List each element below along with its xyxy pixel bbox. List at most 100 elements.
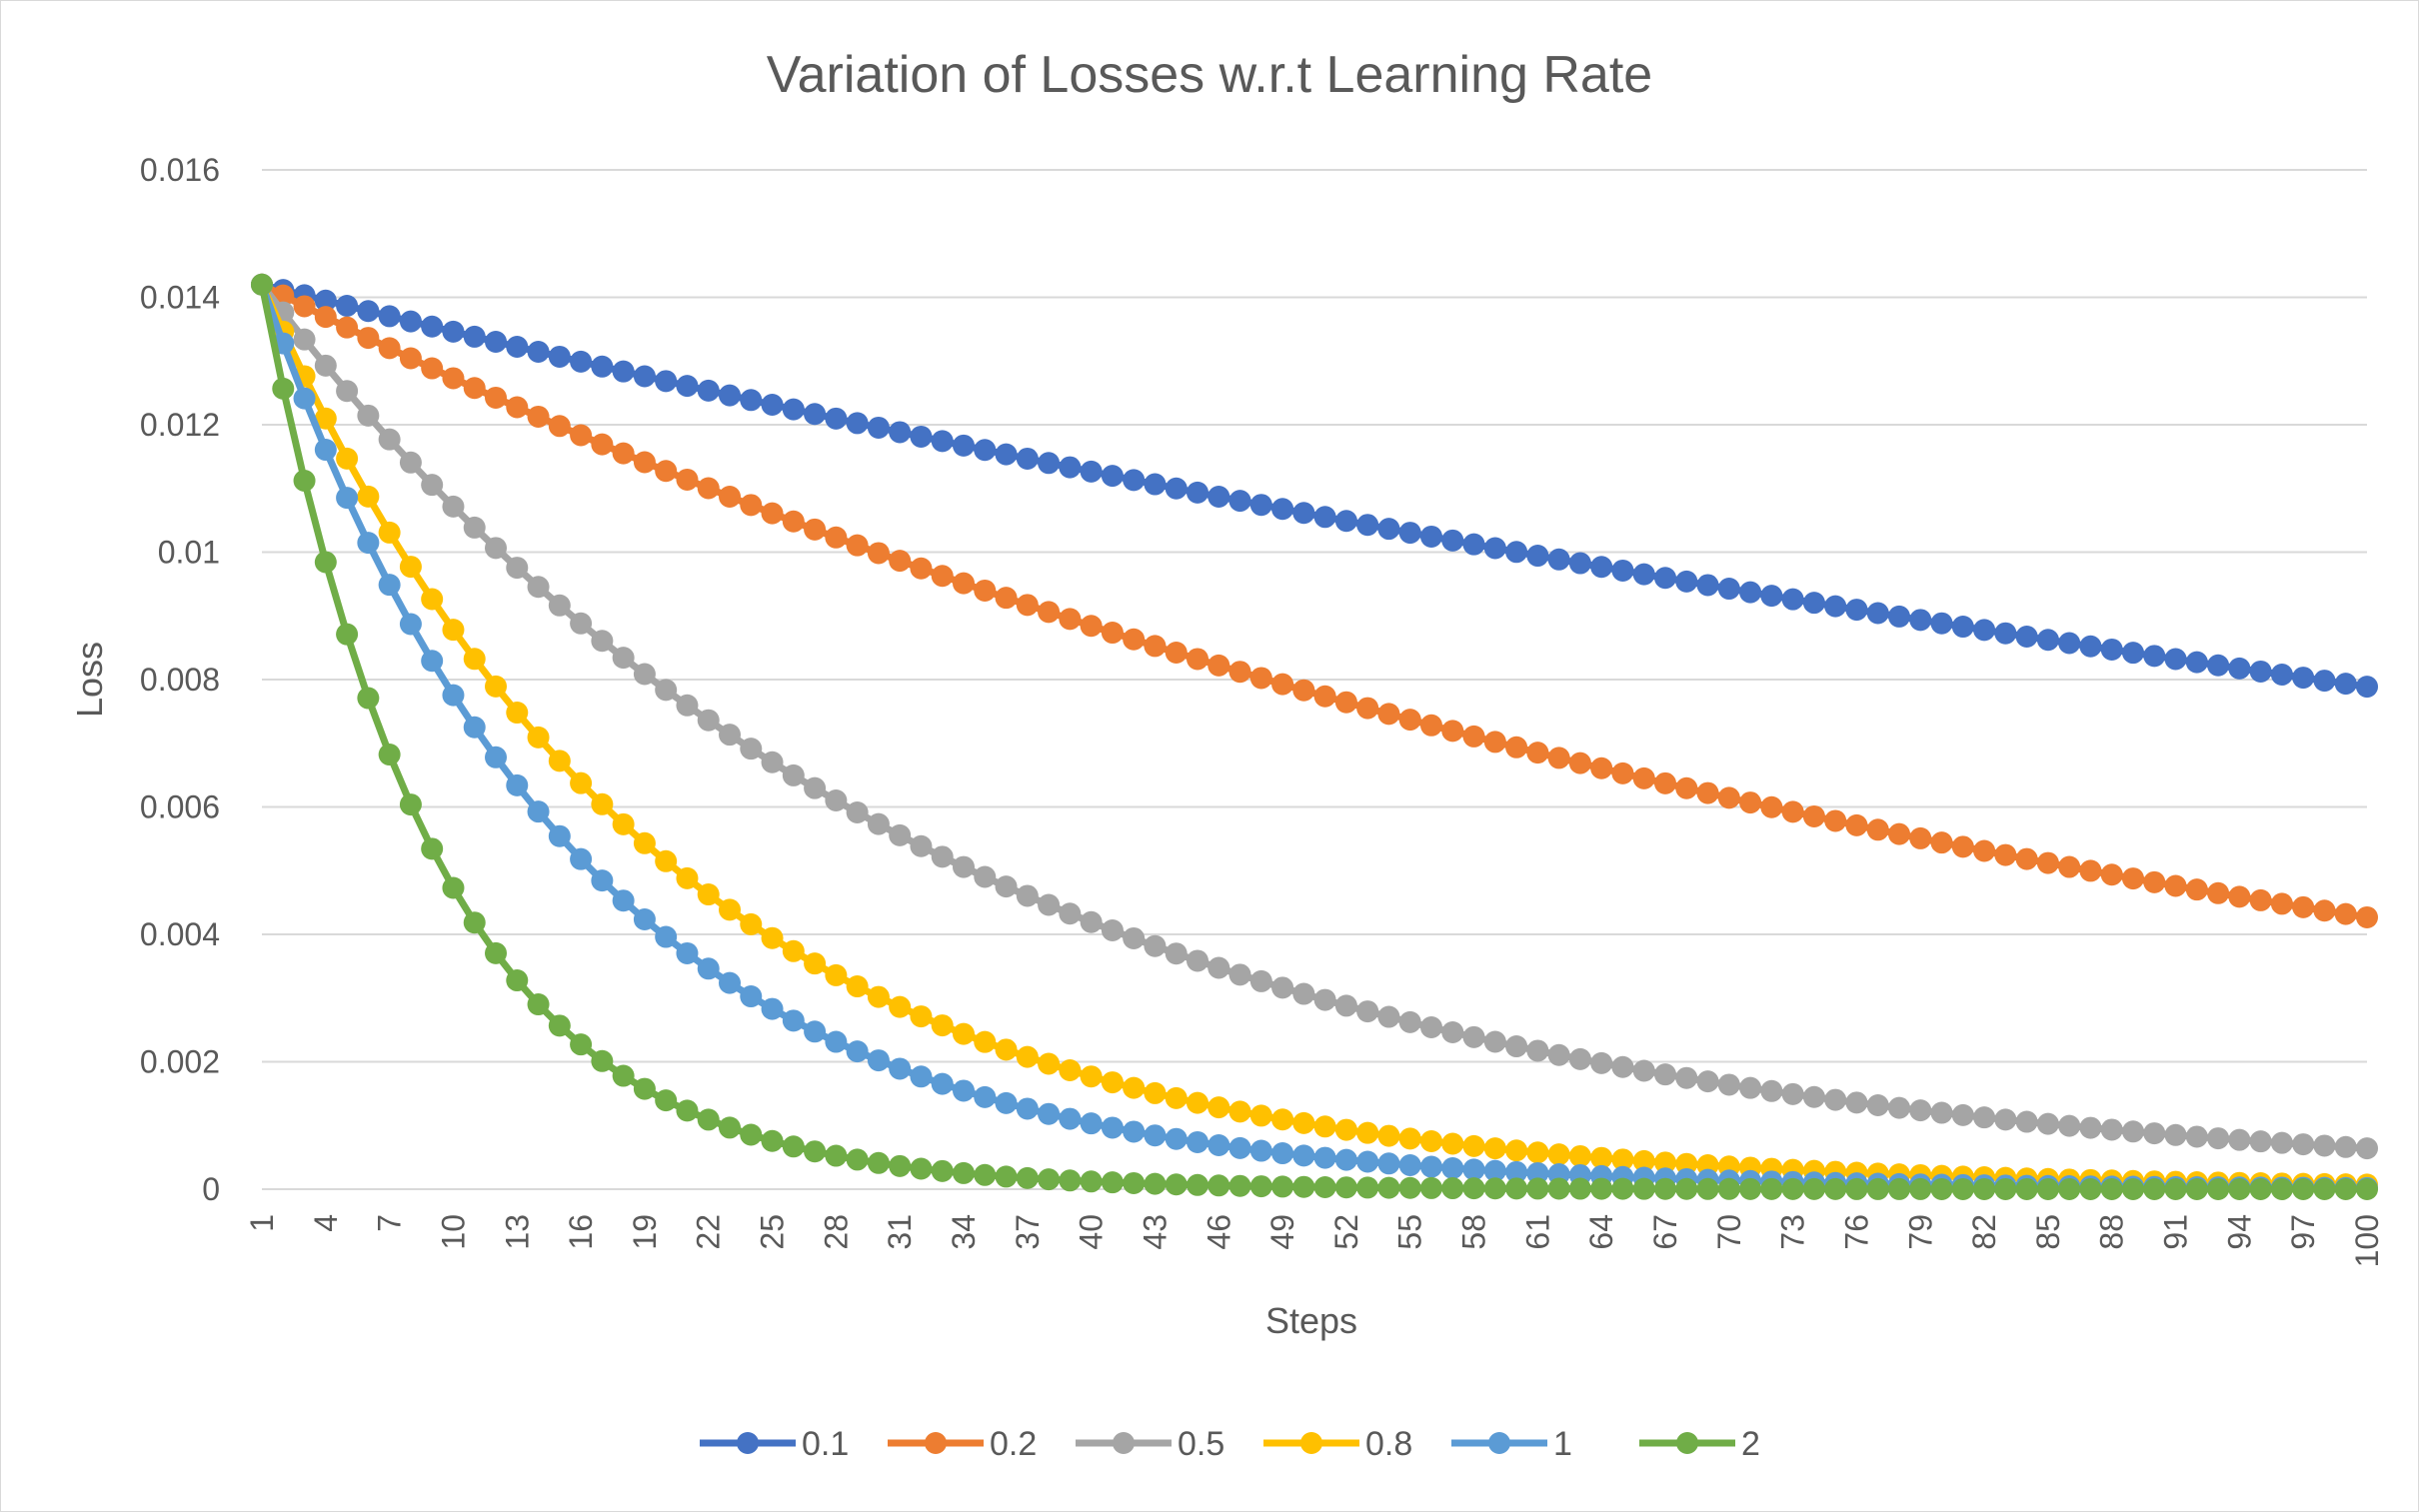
data-point <box>889 550 912 573</box>
data-point <box>527 800 550 823</box>
data-point <box>442 367 465 390</box>
data-point <box>570 612 593 635</box>
data-point <box>1249 969 1272 992</box>
data-point <box>2313 899 2336 922</box>
data-point <box>1377 1005 1400 1028</box>
data-point <box>1568 752 1591 774</box>
data-point <box>1441 529 1464 552</box>
data-point <box>1334 510 1357 533</box>
x-tick-label: 1 <box>244 1214 280 1232</box>
data-point <box>697 477 720 500</box>
data-point <box>1802 1085 1825 1108</box>
legend: 0.1 0.2 0.5 0.8 1 2 <box>700 1425 1760 1463</box>
legend-marker <box>1676 1432 1698 1454</box>
data-point <box>1462 1134 1485 1157</box>
data-point <box>1845 1091 1868 1114</box>
data-point <box>1930 831 1953 854</box>
data-point <box>1483 1030 1506 1053</box>
data-point <box>591 1049 614 1072</box>
x-tick-label: 88 <box>2094 1214 2130 1250</box>
data-point <box>2270 1177 2293 1200</box>
data-point <box>1038 601 1061 624</box>
data-point <box>2292 1133 2315 1156</box>
data-point <box>1973 1106 1996 1129</box>
data-point <box>1271 498 1294 521</box>
data-point <box>1356 514 1379 537</box>
x-tick-label: 85 <box>2030 1214 2066 1250</box>
data-point <box>1292 1175 1315 1198</box>
data-point <box>974 865 997 888</box>
data-point <box>2249 1130 2272 1153</box>
data-point <box>463 648 486 671</box>
y-tick-label: 0.014 <box>140 280 220 316</box>
data-point <box>1717 786 1740 809</box>
data-point <box>782 939 805 962</box>
data-point <box>1356 1121 1379 1144</box>
data-point <box>506 702 529 725</box>
data-point <box>889 823 912 846</box>
data-point <box>1292 982 1315 1005</box>
data-point <box>782 398 805 421</box>
data-point <box>1059 902 1082 925</box>
data-point <box>463 911 486 934</box>
data-point <box>974 439 997 462</box>
data-point <box>2036 1112 2059 1135</box>
data-point <box>2228 1177 2251 1200</box>
data-point <box>1292 1144 1315 1167</box>
data-point <box>1526 1141 1549 1164</box>
data-point <box>1441 1132 1464 1155</box>
data-point <box>1632 766 1655 789</box>
data-point <box>1483 537 1506 560</box>
data-point <box>1526 545 1549 568</box>
x-tick-label: 61 <box>1519 1214 1555 1250</box>
data-point <box>2015 1177 2038 1200</box>
data-point <box>1313 685 1336 708</box>
data-point <box>953 434 975 457</box>
data-point <box>1675 1177 1698 1200</box>
x-tick-label: 82 <box>1966 1214 2002 1250</box>
legend-label: 0.2 <box>990 1425 1037 1463</box>
data-point <box>485 746 507 768</box>
data-point <box>1059 1107 1082 1130</box>
data-point <box>1420 1016 1442 1039</box>
data-point <box>1313 1115 1336 1138</box>
data-point <box>2228 657 2251 680</box>
data-point <box>336 316 359 339</box>
data-point <box>1101 1171 1124 1194</box>
series-0.1 <box>251 273 2378 699</box>
data-point <box>570 424 593 447</box>
data-point <box>1249 1104 1272 1127</box>
data-point <box>506 557 529 580</box>
x-tick-label: 79 <box>1902 1214 1938 1250</box>
data-point <box>1271 1108 1294 1131</box>
data-point <box>2143 1177 2166 1200</box>
data-point <box>1038 893 1061 916</box>
data-point <box>463 325 486 348</box>
data-point <box>676 1099 699 1122</box>
data-point <box>612 647 635 670</box>
data-point <box>1611 1148 1634 1171</box>
data-point <box>1802 1177 1825 1200</box>
data-point <box>931 430 954 453</box>
data-point <box>1377 518 1400 541</box>
data-point <box>2079 859 2102 882</box>
data-point <box>655 1089 678 1112</box>
data-point <box>2015 847 2038 870</box>
data-point <box>1144 1172 1167 1195</box>
data-point <box>825 963 848 986</box>
data-point <box>527 993 550 1016</box>
data-point <box>1356 1150 1379 1173</box>
data-point <box>2122 642 2144 665</box>
data-point <box>1187 481 1209 504</box>
data-point <box>1377 1176 1400 1199</box>
data-point <box>1080 1065 1103 1088</box>
data-point <box>612 360 635 383</box>
x-tick-label: 25 <box>755 1214 791 1250</box>
data-point <box>1505 1139 1528 1162</box>
data-point <box>1208 486 1230 509</box>
data-point <box>442 876 465 899</box>
data-point <box>1059 1059 1082 1082</box>
data-point <box>1313 1146 1336 1169</box>
data-point <box>1420 1155 1442 1178</box>
